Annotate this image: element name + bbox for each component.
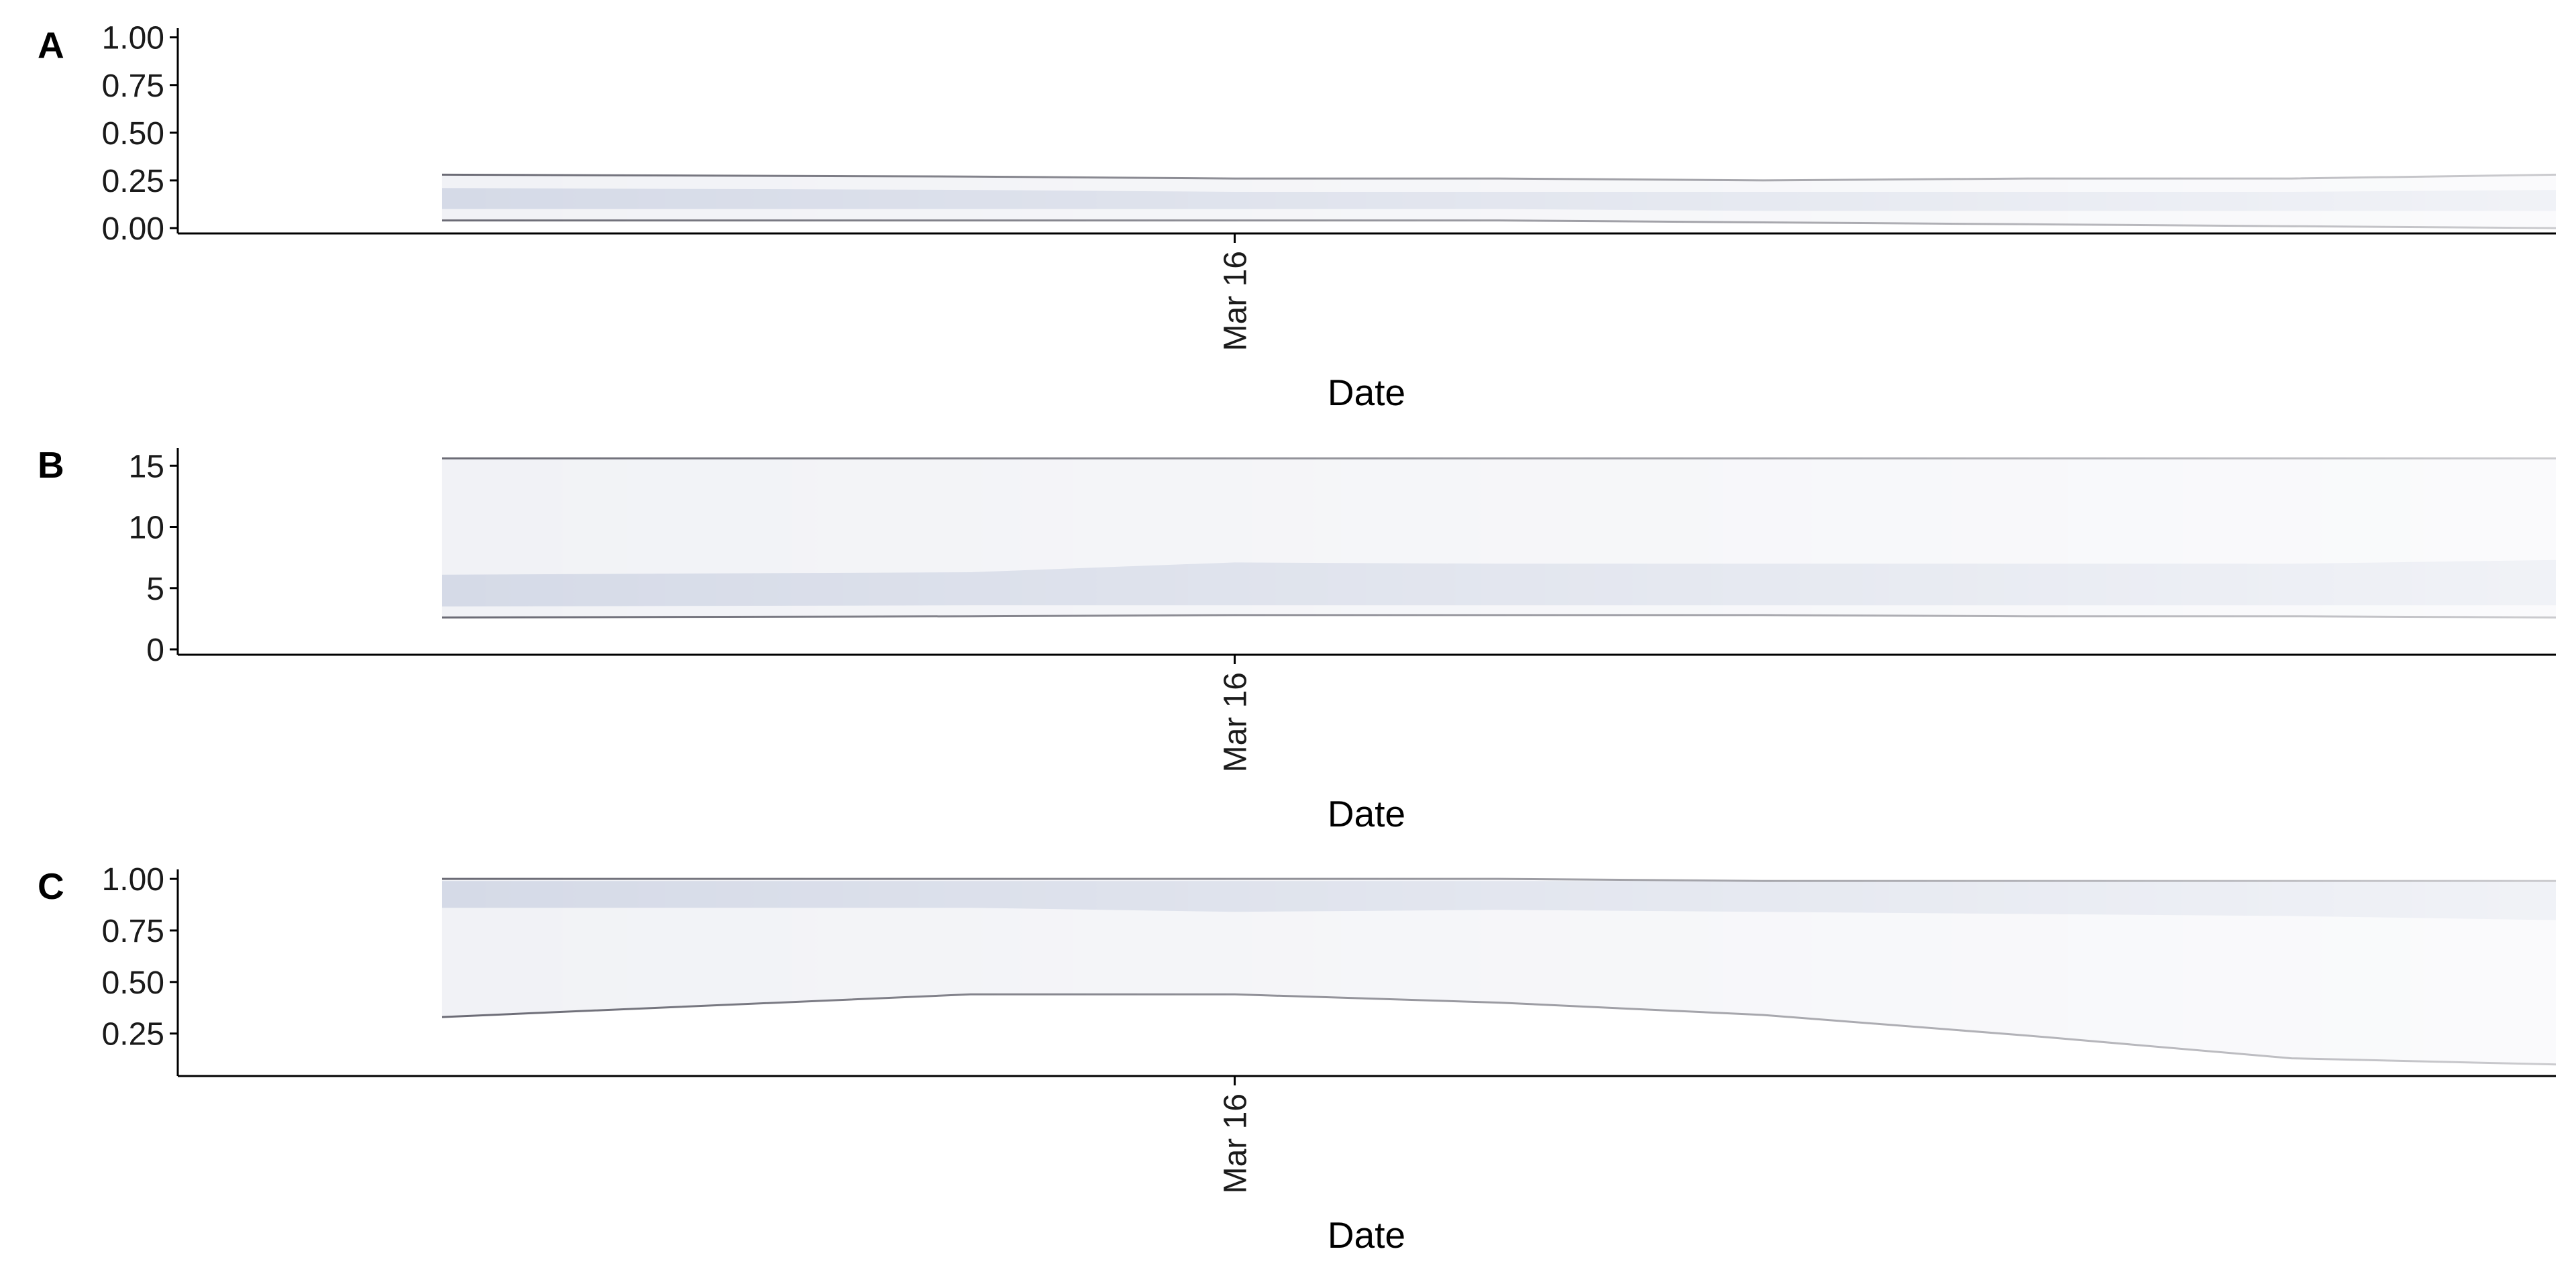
panel-a-tag: A — [38, 24, 64, 66]
outer-upper-line — [441, 173, 2557, 182]
outer-lower-line — [441, 993, 2557, 1066]
panel-c-tag: C — [38, 865, 64, 907]
y-tick-label: 0.75 — [102, 914, 164, 949]
band-inner — [441, 559, 2557, 607]
x-tick-label: Mar 16 — [1218, 251, 1254, 351]
outer-lower-line — [441, 219, 2557, 229]
panel-c-bands — [441, 877, 2557, 1066]
y-tick-label: 10 — [129, 511, 164, 546]
panel-a: A 0.00 0.25 0.50 0.75 1.00 Mar 16 Date — [38, 21, 2557, 413]
x-tick-label: Mar 16 — [1218, 672, 1254, 772]
y-tick-label: 0.50 — [102, 116, 164, 152]
panel-b-x-axis-title: Date — [1328, 793, 1405, 835]
band-outer — [441, 879, 2557, 1065]
y-tick-label: 1.00 — [102, 862, 164, 898]
y-tick-label: 1.00 — [102, 21, 164, 56]
x-tick-label: Mar 16 — [1218, 1093, 1254, 1193]
y-tick-label: 0.25 — [102, 164, 164, 199]
y-tick-label: 0.25 — [102, 1017, 164, 1053]
panel-a-x-axis-title: Date — [1328, 372, 1405, 413]
panel-c-x-axis-title: Date — [1328, 1214, 1405, 1256]
y-tick-label: 0.75 — [102, 68, 164, 104]
panel-a-bands — [441, 173, 2557, 229]
panel-b: B 0 5 10 15 Mar 16 Date — [38, 444, 2557, 835]
band-inner — [441, 188, 2557, 211]
y-tick-label: 5 — [146, 572, 164, 607]
y-tick-label: 0.00 — [102, 211, 164, 247]
panel-c-plot: 0.25 0.50 0.75 1.00 Mar 16 — [102, 862, 2557, 1193]
panel-c: C 0.25 0.50 0.75 1.00 Mar 16 Date — [38, 862, 2557, 1256]
panel-b-plot: 0 5 10 15 Mar 16 — [129, 448, 2557, 772]
y-tick-label: 0 — [146, 633, 164, 668]
panel-a-plot: 0.00 0.25 0.50 0.75 1.00 Mar 16 — [102, 21, 2557, 351]
outer-upper-line — [441, 877, 2556, 882]
outer-lower-line — [441, 614, 2557, 619]
panel-b-bands — [441, 457, 2557, 619]
y-tick-label: 0.50 — [102, 965, 164, 1001]
panel-b-tag: B — [38, 444, 64, 486]
band-inner — [441, 881, 2557, 920]
y-tick-label: 15 — [129, 449, 164, 484]
